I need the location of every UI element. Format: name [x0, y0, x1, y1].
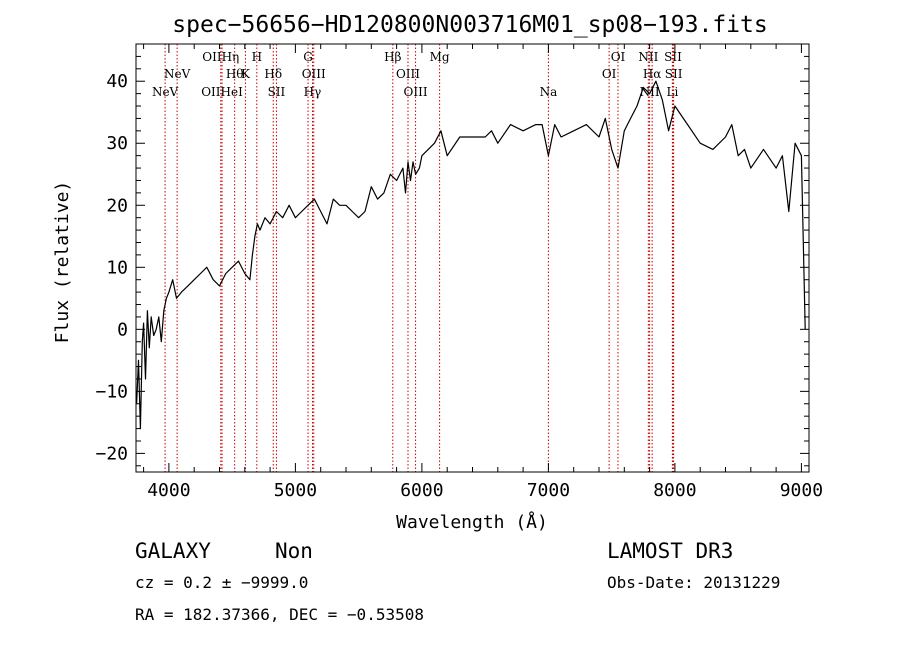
emission-line-label: Hθ: [226, 67, 244, 81]
y-tick-label: 40: [106, 71, 128, 92]
plot-frame: [135, 43, 810, 473]
x-tick-label: 6000: [400, 480, 443, 501]
y-tick-label: 20: [106, 195, 128, 216]
emission-line-label: OIII: [396, 67, 420, 81]
emission-line-label: NeV: [164, 67, 191, 81]
emission-line-label: NII: [640, 85, 660, 99]
spectrum-line: [136, 80, 806, 430]
object-class: GALAXY: [135, 539, 211, 563]
chart-title: spec−56656−HD120800N003716M01_sp08−193.f…: [172, 12, 767, 38]
x-tick-label: 5000: [274, 480, 317, 501]
emission-line-label: OIII: [302, 67, 326, 81]
y-tick-label: −10: [95, 381, 128, 402]
spectrum-series: [136, 80, 806, 430]
emission-line-label: H: [252, 50, 262, 64]
emission-line-label: Hγ: [304, 85, 322, 99]
x-axis-ticks: 4000 5000 6000 7000 8000 9000: [143, 44, 823, 501]
emission-line-label: Hβ: [384, 50, 401, 64]
y-axis-label: Flux (relative): [52, 181, 73, 344]
y-tick-label: −20: [95, 443, 128, 464]
emission-line-label: OIIHeI: [201, 85, 243, 99]
emission-line-label: Li: [666, 85, 678, 99]
y-axis-ticks: −20 −10 0 10 20 30 40: [95, 43, 809, 467]
obs-date: Obs-Date: 20131229: [607, 573, 780, 592]
emission-line-label: SII: [268, 85, 286, 99]
emission-line-label: NII: [638, 50, 658, 64]
redshift-cz: cz = 0.2 ± −9999.0: [135, 573, 308, 592]
emission-line-markers: [164, 44, 675, 472]
emission-line-label: OI: [602, 67, 617, 81]
emission-line-label: K: [241, 67, 251, 81]
y-tick-label: 0: [117, 319, 128, 340]
x-tick-label: 8000: [653, 480, 696, 501]
emission-line-label: SII: [665, 67, 683, 81]
x-tick-label: 4000: [147, 480, 190, 501]
y-tick-label: 10: [106, 257, 128, 278]
y-tick-label: 30: [106, 133, 128, 154]
x-axis-label: Wavelength (Å): [396, 511, 548, 533]
emission-line-label: SII: [664, 50, 682, 64]
emission-line-label: NeV: [152, 85, 179, 99]
x-tick-label: 7000: [527, 480, 570, 501]
emission-line-label: G: [303, 50, 313, 64]
emission-line-label: Hα: [643, 67, 662, 81]
emission-line-label: OIII: [404, 85, 428, 99]
emission-line-label: Mg: [430, 50, 450, 64]
emission-line-label: OI: [611, 50, 626, 64]
emission-line-label: OIIHη: [202, 50, 239, 64]
object-subclass: Non: [275, 539, 313, 563]
emission-line-label: Na: [540, 85, 558, 99]
ra-dec-coords: RA = 182.37366, DEC = −0.53508: [135, 605, 424, 624]
emission-line-label: Hδ: [264, 67, 282, 81]
x-tick-label: 9000: [780, 480, 823, 501]
survey-name: LAMOST DR3: [607, 539, 733, 563]
